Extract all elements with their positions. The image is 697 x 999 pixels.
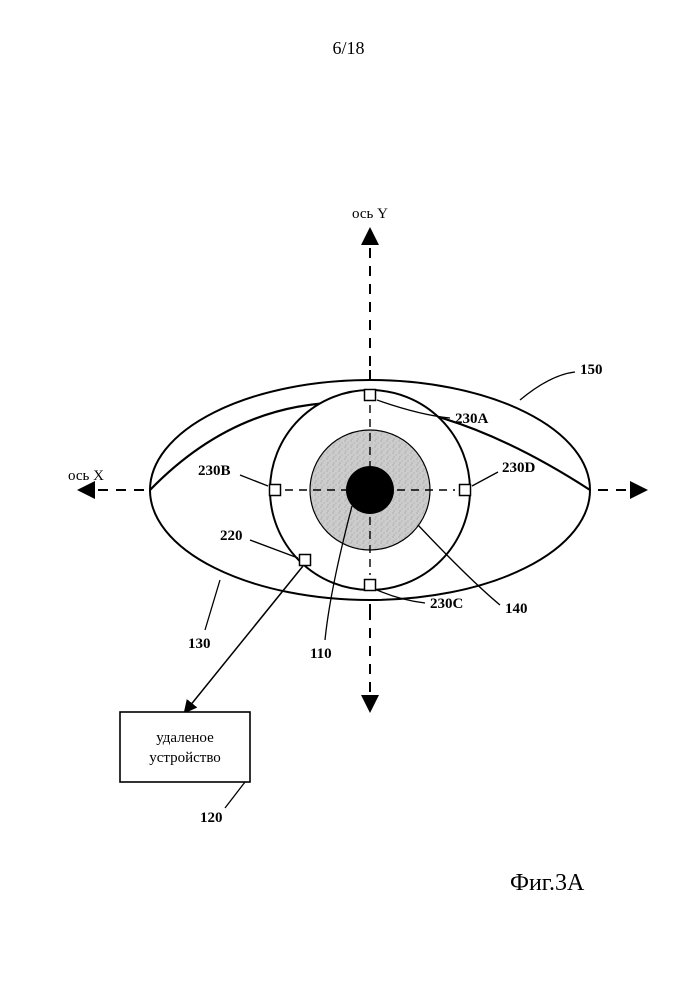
pupil [346, 466, 394, 514]
label-220: 220 [220, 528, 243, 544]
remote-device-line1: удаленое [156, 730, 214, 746]
label-150: 150 [580, 362, 603, 378]
label-230C: 230C [430, 596, 463, 612]
y-axis-label: ось Y [352, 206, 388, 222]
remote-device-box: удаленое устройство [120, 712, 250, 782]
figure-caption: Фиг.3A [510, 870, 584, 897]
sensor-230B [270, 485, 281, 496]
label-110: 110 [310, 646, 332, 662]
label-130: 130 [188, 636, 211, 652]
sensor-220 [300, 555, 311, 566]
label-230B: 230B [198, 463, 231, 479]
remote-device-line2: устройство [149, 750, 221, 766]
x-axis-label: ось X [68, 468, 104, 484]
sensor-230A [365, 390, 376, 401]
sensor-230C [365, 580, 376, 591]
label-140: 140 [505, 601, 528, 617]
label-230A: 230A [455, 411, 489, 427]
label-230D: 230D [502, 460, 536, 476]
sensor-230D [460, 485, 471, 496]
label-120: 120 [200, 810, 223, 826]
figure-3a: ось Y ось X [60, 200, 660, 830]
page-number: 6/18 [0, 38, 697, 59]
